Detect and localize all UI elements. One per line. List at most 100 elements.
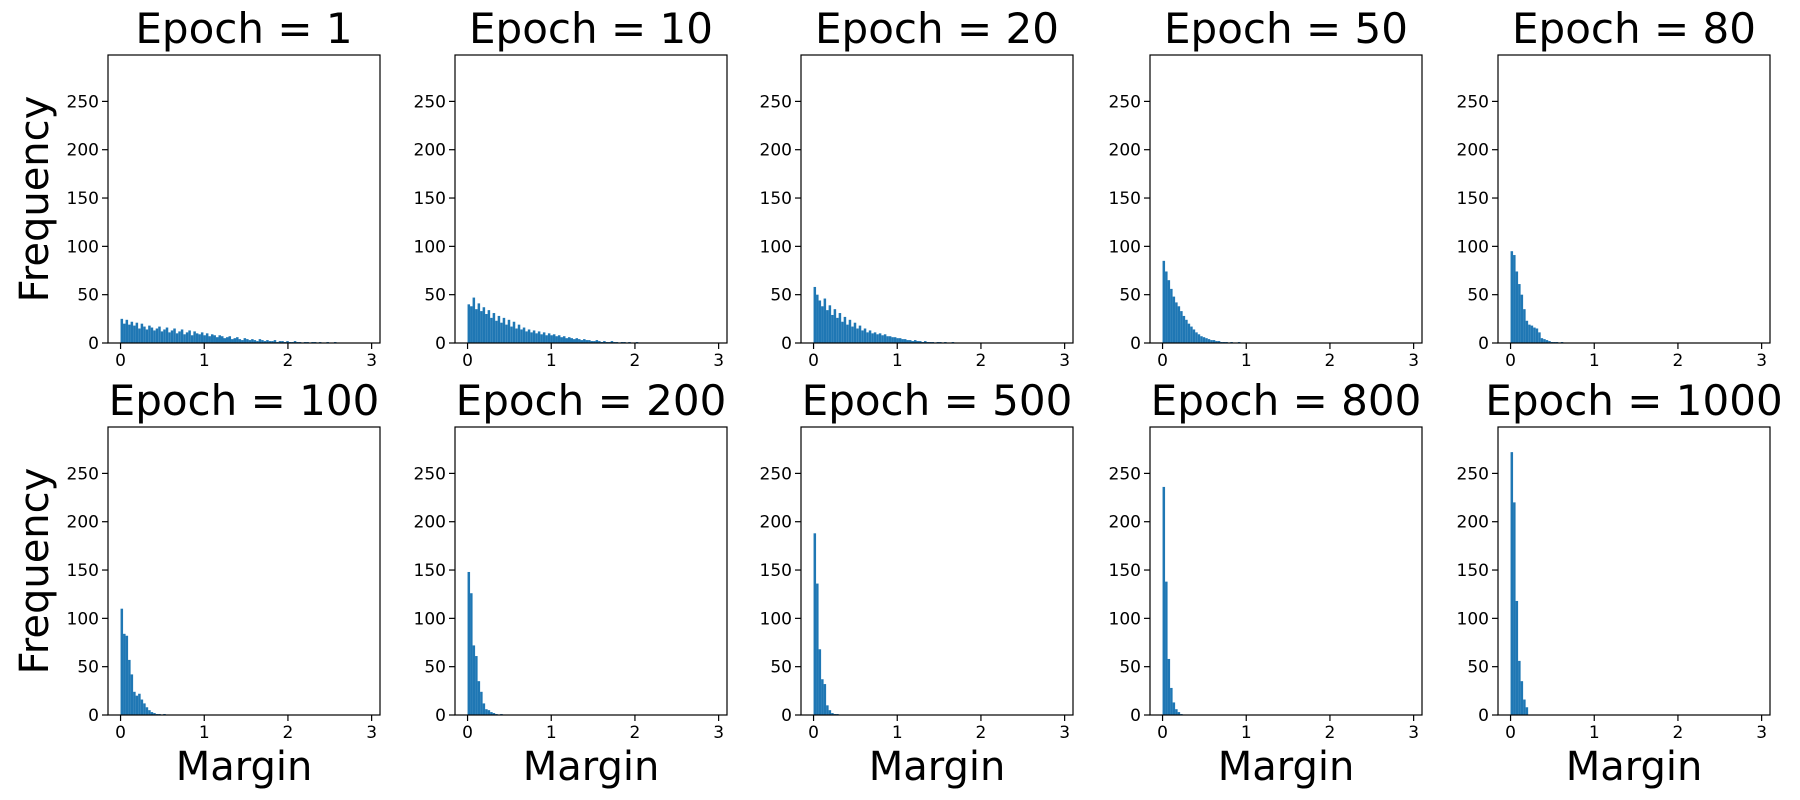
histogram-bar [888,336,892,343]
histogram-panel-2: Epoch = 10 0 1 2 3 0 50 100 150 200 250 [414,4,728,371]
histogram-bar [863,328,867,343]
panel-title: Epoch = 10 [469,4,713,53]
histogram-panel-9: Epoch = 800 0 1 2 3 0 50 100 150 200 250 Margin [1109,376,1423,790]
x-tick-label: 1 [546,723,557,743]
x-tick-label: 3 [1408,351,1419,371]
histogram-bars [120,608,166,715]
x-tick-label: 2 [976,723,987,743]
histogram-bar [573,339,576,343]
x-tick-label: 3 [1756,351,1767,371]
x-tick-label: 1 [1241,351,1252,371]
histogram-bar [871,333,874,343]
histogram-bar [135,322,139,343]
histogram-bar [148,325,151,343]
histogram-bar [1548,341,1551,343]
histogram-bar [1523,699,1526,715]
histogram-bar [886,336,889,343]
histogram-bar [133,691,136,715]
histogram-bar [165,327,169,343]
histogram-bar [472,297,476,343]
histogram-bar [906,340,909,343]
histogram-bar [823,298,827,343]
histogram-bar [263,341,267,343]
histogram-bar [588,340,591,343]
histogram-bar [128,324,131,343]
y-tick-label: 200 [760,513,792,533]
x-tick-label: 3 [366,351,377,371]
histogram-bar [828,305,832,343]
histogram-bar [193,331,196,343]
y-tick-label: 50 [424,286,446,306]
histogram-bar [1515,271,1519,343]
histogram-bar [253,340,257,343]
y-tick-label: 200 [760,141,792,161]
panel-title: Epoch = 80 [1512,4,1756,53]
x-tick-label: 0 [115,351,126,371]
x-tick-label: 2 [630,723,641,743]
histogram-bar [1520,294,1524,343]
histogram-bar [555,336,558,343]
histogram-bar [1510,452,1514,715]
y-tick-label: 250 [414,464,446,484]
histogram-bar [1523,309,1526,343]
histogram-bar [485,709,488,715]
histogram-bars [813,533,839,715]
axes-frame [107,426,381,716]
histogram-bar [130,321,134,343]
x-axis-label: Margin [1566,744,1703,790]
histogram-bar [901,339,904,343]
histogram-bar [168,332,171,343]
histogram-bar [603,341,606,343]
histogram-bar [1167,280,1171,343]
histogram-bar [261,340,264,343]
y-tick-label: 50 [770,286,792,306]
histogram-bar [198,334,201,343]
histogram-bar [238,339,242,343]
histogram-bar [140,323,144,343]
histogram-bar [1210,340,1213,343]
y-tick-label: 150 [1457,561,1489,581]
histogram-bar [293,341,297,343]
histogram-bar [816,294,819,343]
y-tick-label: 250 [1109,464,1141,484]
histogram-bars [813,286,955,343]
y-tick-label: 50 [1119,286,1141,306]
histogram-bar [1195,332,1198,343]
histogram-bar [482,703,486,715]
histogram-bars [1162,260,1241,343]
histogram-bar [1528,324,1531,343]
histogram-bar [1190,326,1193,343]
panel-title: Epoch = 50 [1164,4,1408,53]
y-tick-label: 100 [414,237,446,257]
histogram-bar [251,339,254,343]
y-tick-label: 150 [760,189,792,209]
y-tick-label: 200 [67,513,99,533]
y-tick-label: 150 [1109,561,1141,581]
histogram-bar [813,533,817,715]
histogram-bar [1202,337,1206,343]
histogram-bar [1530,325,1534,343]
y-tick-label: 100 [67,609,99,629]
histogram-bar [893,337,897,343]
histogram-bar [848,319,852,343]
histogram-bar [821,679,824,715]
histogram-bar [547,333,551,343]
histogram-bar [507,319,511,343]
histogram-bar [135,695,139,715]
x-tick-label: 0 [462,723,473,743]
histogram-bar [585,340,589,343]
histogram-bar [1513,255,1516,343]
histogram-bar [243,338,247,343]
histogram-bar [470,593,473,715]
histogram-panel-3: Epoch = 20 0 1 2 3 0 50 100 150 200 250 [760,4,1074,371]
histogram-bar [145,707,149,715]
histogram-bar [891,337,894,343]
histogram-bar [876,334,879,343]
histogram-bar [1215,341,1218,343]
axes-frame [454,426,728,716]
histogram-bar [492,713,496,715]
x-tick-label: 1 [199,723,210,743]
histogram-bar [540,334,543,343]
histogram-bar [170,330,174,343]
histogram-bar [273,340,277,343]
